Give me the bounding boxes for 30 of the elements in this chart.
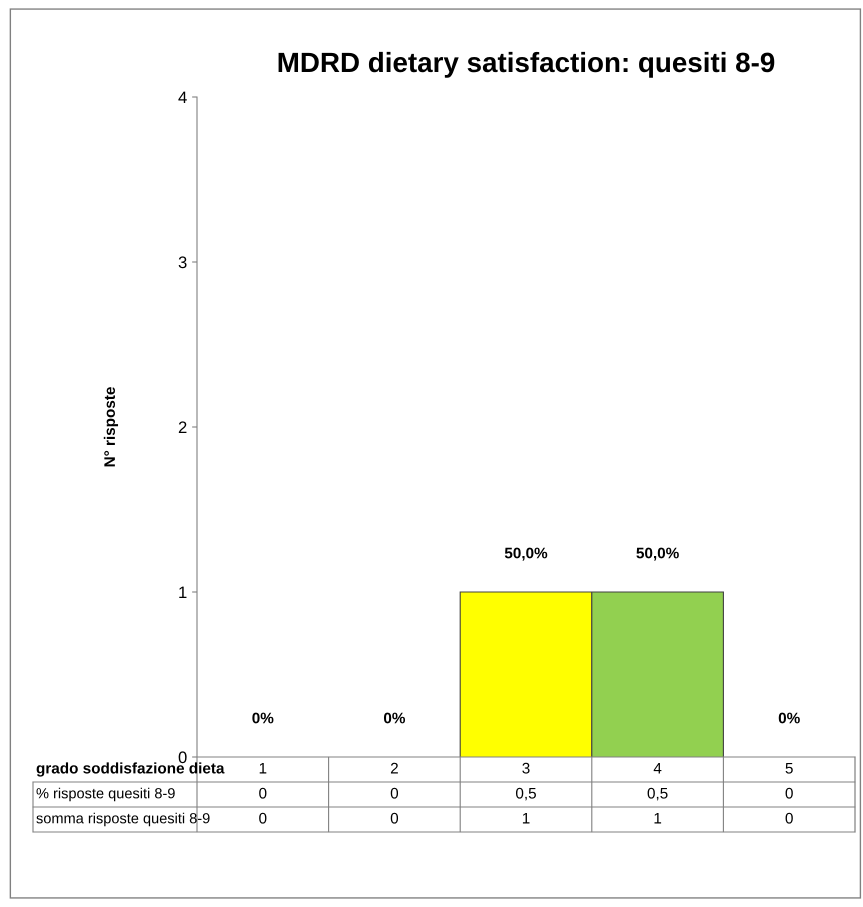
data-label: 1 — [654, 812, 662, 824]
data-label: 0 — [786, 812, 793, 824]
x-tick-label: 5 — [786, 762, 793, 774]
data-label: 0 — [390, 812, 398, 824]
data-label: 0 — [259, 812, 266, 824]
annotation: 50,0% — [636, 548, 679, 561]
annotation: 0% — [384, 712, 406, 724]
text: somma risposte quesiti 8-9 — [36, 812, 210, 826]
y-tick-label: 0 — [178, 751, 187, 764]
x-tick-label: 4 — [654, 762, 662, 774]
annotation: 0% — [252, 712, 274, 724]
data-label: 1 — [522, 812, 530, 824]
annotation: 50,0% — [504, 548, 548, 561]
text: 0,5 — [648, 788, 668, 800]
x-axis-title: grado soddisfazione dieta — [36, 762, 225, 777]
text: 0,5 — [516, 788, 536, 800]
y-tick-label: 4 — [178, 92, 187, 104]
x-tick-label: 1 — [260, 762, 266, 774]
y-axis-title: N° risposte — [104, 387, 118, 466]
text: 0 — [390, 788, 398, 799]
annotation: 0% — [778, 712, 800, 724]
x-tick-label: 3 — [522, 762, 530, 774]
y-tick-label: 2 — [178, 421, 186, 434]
x-tick-label: 2 — [390, 762, 398, 774]
y-tick-label: 1 — [179, 586, 186, 598]
chart-title: MDRD dietary satisfaction: quesiti 8-9 — [278, 52, 774, 78]
text: 0 — [786, 788, 793, 799]
text: % risposte quesiti 8-9 — [36, 788, 175, 802]
y-tick-label: 3 — [178, 256, 187, 268]
text: 0 — [259, 788, 266, 799]
